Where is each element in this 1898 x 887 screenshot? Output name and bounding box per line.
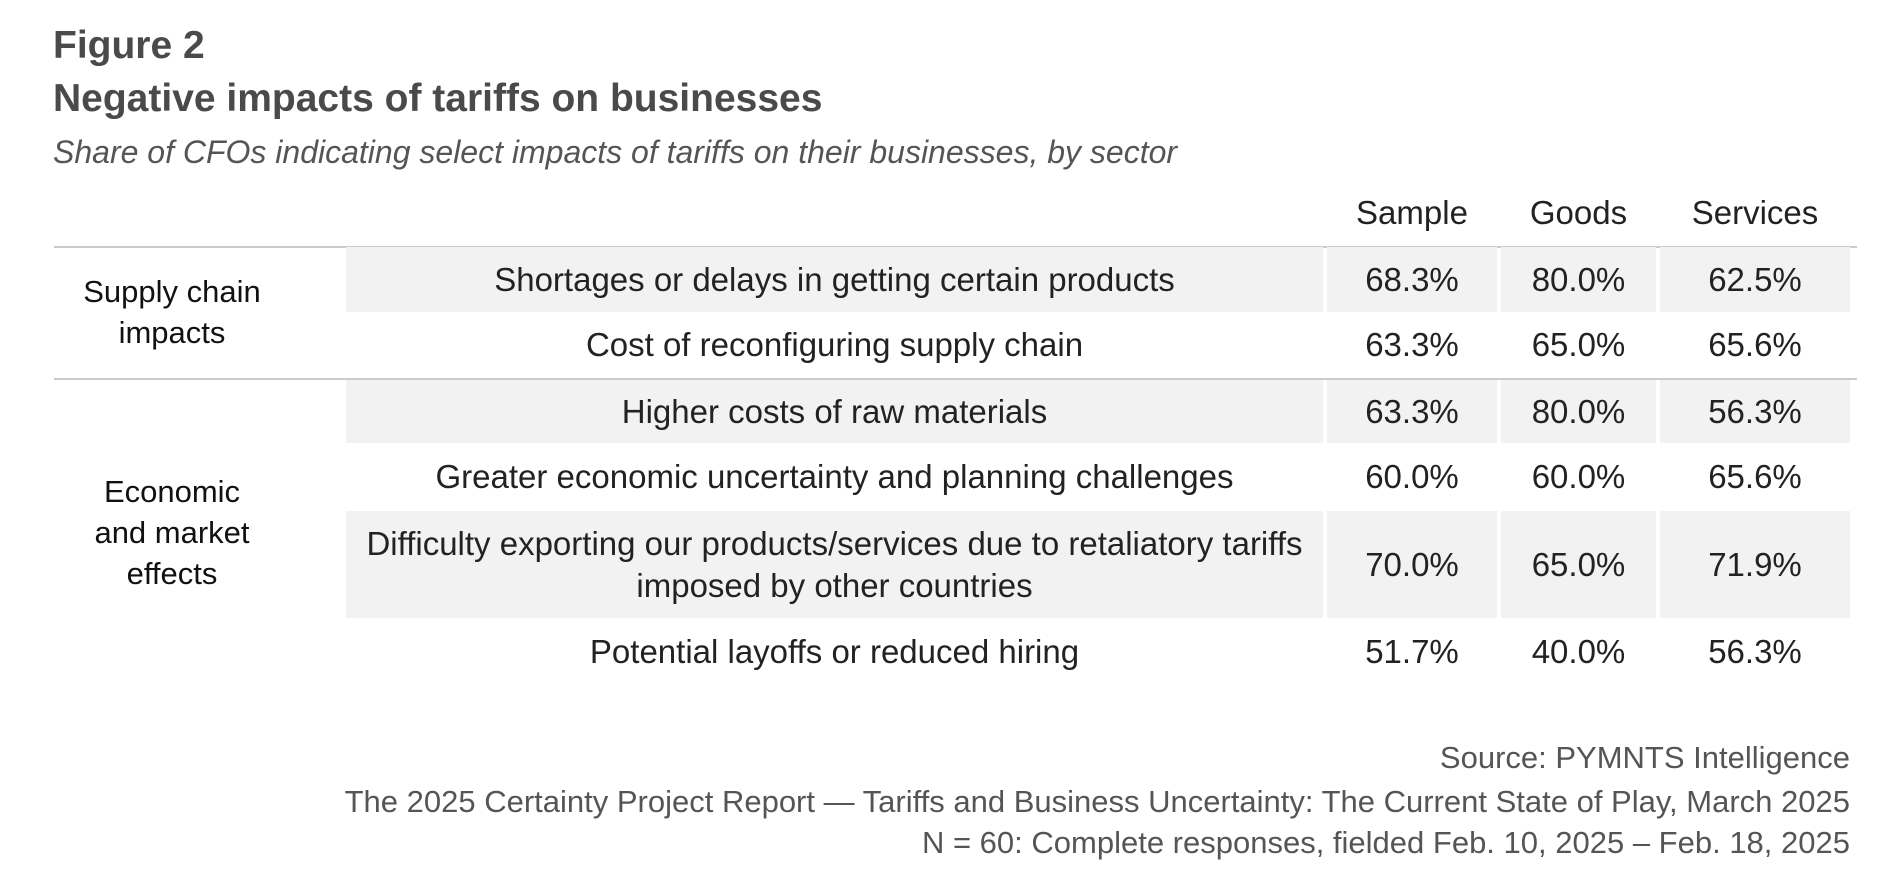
chart-title: Negative impacts of tariffs on businesse… xyxy=(53,77,823,120)
value-cell: 63.3% xyxy=(1365,325,1459,363)
report-note: The 2025 Certainty Project Report — Tari… xyxy=(344,784,1850,819)
value-cell: 68.3% xyxy=(1327,247,1497,312)
source-note: Source: PYMNTS Intelligence xyxy=(1439,740,1850,775)
chart-subtitle: Share of CFOs indicating select impacts … xyxy=(53,134,1178,170)
value-cell: 62.5% xyxy=(1660,247,1850,312)
value-cell: 56.3% xyxy=(1660,380,1850,443)
value-cell: 65.6% xyxy=(1708,457,1802,495)
row-label: Potential layoffs or reduced hiring xyxy=(589,632,1080,670)
value-cell: 65.0% xyxy=(1531,325,1626,363)
row-label: Greater economic uncertainty and plannin… xyxy=(435,457,1234,495)
group-label: Economic and market effects xyxy=(54,380,290,685)
value-cell: 40.0% xyxy=(1531,632,1626,670)
group-label-text: Supply chain impacts xyxy=(83,274,261,350)
row-label: Shortages or delays in getting certain p… xyxy=(346,247,1323,312)
group-label: Supply chain impacts xyxy=(54,247,290,377)
group-divider xyxy=(54,378,1857,380)
value-cell: 63.3% xyxy=(1327,380,1497,443)
value-cell: 70.0% xyxy=(1327,511,1497,618)
value-cell: 80.0% xyxy=(1501,247,1656,312)
column-header: Services xyxy=(1691,194,1819,231)
group-label-text: Economic and market effects xyxy=(94,474,250,591)
value-cell: 60.0% xyxy=(1531,457,1626,495)
value-cell: 51.7% xyxy=(1365,632,1459,670)
row-label: Difficulty exporting our products/servic… xyxy=(346,511,1323,618)
value-cell: 80.0% xyxy=(1501,380,1656,443)
value-cell: 60.0% xyxy=(1365,457,1459,495)
value-cell: 65.0% xyxy=(1501,511,1656,618)
row-label: Higher costs of raw materials xyxy=(346,380,1323,443)
value-cell: 65.6% xyxy=(1708,325,1802,363)
value-cell: 56.3% xyxy=(1708,632,1802,670)
row-label: Cost of reconfiguring supply chain xyxy=(585,325,1084,363)
column-header: Sample xyxy=(1356,194,1468,231)
sample-note: N = 60: Complete responses, fielded Feb.… xyxy=(921,825,1850,860)
figure-label: Figure 2 xyxy=(53,24,205,67)
column-header: Goods xyxy=(1529,194,1628,231)
value-cell: 71.9% xyxy=(1660,511,1850,618)
